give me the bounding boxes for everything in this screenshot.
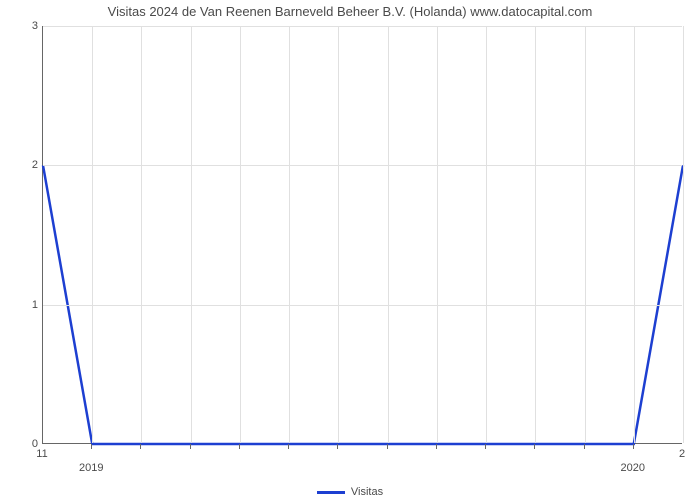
x-tick-mark	[190, 444, 191, 449]
grid-line-v	[535, 26, 536, 443]
series-line	[43, 26, 683, 444]
grid-line-v	[240, 26, 241, 443]
x-tick-mark	[91, 444, 92, 449]
x-tick-mark	[387, 444, 388, 449]
x-tick-mark	[485, 444, 486, 449]
x-tick-mark	[140, 444, 141, 449]
grid-line-v	[191, 26, 192, 443]
y-tick-label: 0	[8, 438, 38, 450]
grid-line-v	[634, 26, 635, 443]
y-tick-label: 2	[8, 159, 38, 171]
x-tick-mark	[337, 444, 338, 449]
grid-line-h	[43, 305, 682, 306]
x-tick-mark	[584, 444, 585, 449]
plot-area	[42, 26, 682, 444]
grid-line-v	[437, 26, 438, 443]
grid-line-h	[43, 26, 682, 27]
grid-line-v	[585, 26, 586, 443]
x-corner-label-left: 11	[36, 448, 47, 460]
x-tick-mark	[239, 444, 240, 449]
x-year-label: 2020	[621, 462, 645, 474]
grid-line-v	[388, 26, 389, 443]
x-tick-mark	[288, 444, 289, 449]
x-corner-label-right: 2	[679, 448, 685, 460]
grid-line-v	[486, 26, 487, 443]
legend-label: Visitas	[351, 486, 383, 498]
line-chart: Visitas 2024 de Van Reenen Barneveld Beh…	[0, 0, 700, 500]
legend-swatch	[317, 491, 345, 494]
grid-line-v	[683, 26, 684, 443]
x-year-label: 2019	[79, 462, 103, 474]
y-tick-label: 3	[8, 20, 38, 32]
chart-title: Visitas 2024 de Van Reenen Barneveld Beh…	[0, 4, 700, 19]
y-tick-label: 1	[8, 299, 38, 311]
grid-line-v	[141, 26, 142, 443]
grid-line-h	[43, 165, 682, 166]
legend: Visitas	[0, 486, 700, 498]
x-tick-mark	[633, 444, 634, 449]
x-tick-mark	[534, 444, 535, 449]
grid-line-v	[338, 26, 339, 443]
x-tick-mark	[436, 444, 437, 449]
grid-line-v	[289, 26, 290, 443]
grid-line-v	[92, 26, 93, 443]
